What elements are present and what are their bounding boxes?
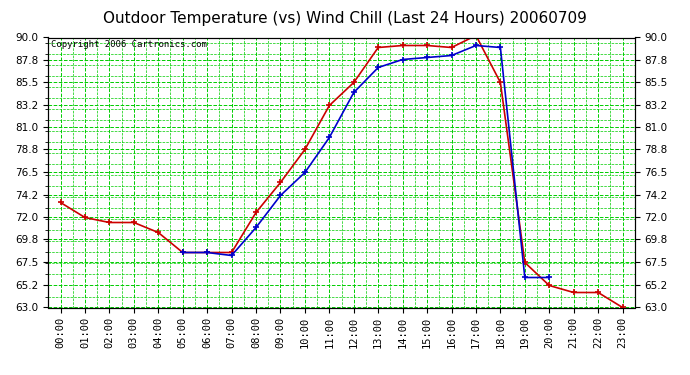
Text: Copyright 2006 Cartronics.com: Copyright 2006 Cartronics.com — [51, 40, 207, 49]
Text: Outdoor Temperature (vs) Wind Chill (Last 24 Hours) 20060709: Outdoor Temperature (vs) Wind Chill (Las… — [103, 11, 587, 26]
